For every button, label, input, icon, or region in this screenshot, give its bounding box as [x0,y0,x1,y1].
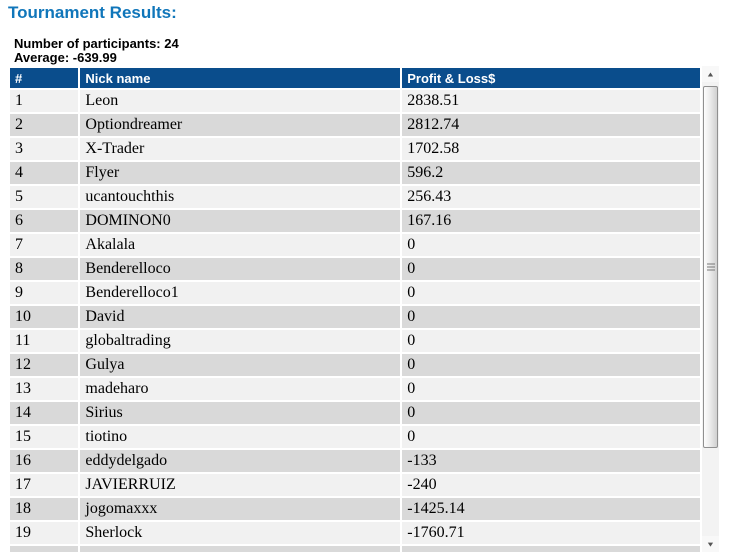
results-table-body: 1 Leon 2838.51 2 Optiondreamer 2812.74 3 X-Trad… [10,90,700,552]
rank-cell: 2 [10,114,79,136]
table-row: 4 Flyer 596.2 [10,162,700,184]
up-arrow-icon: ▲ [706,69,715,78]
rank-cell: 12 [10,354,79,376]
table-row: 14 Sirius 0 [10,402,700,424]
table-row: 16 eddydelgado -133 [10,450,700,472]
average-value: Average: -639.99 [14,50,117,65]
nick-cell: ucantouchthis [80,186,401,208]
col-header-pnl: Profit & Loss$ [402,68,700,88]
table-row: 9 Benderelloco1 0 [10,282,700,304]
table-row: 17 JAVIERRUIZ -240 [10,474,700,496]
pnl-cell: -133 [402,450,700,472]
rank-cell: 18 [10,498,79,520]
col-header-nick: Nick name [80,68,401,88]
nick-cell: David [80,306,401,328]
table-row: 19 Sherlock -1760.71 [10,522,700,544]
table-row: 10 David 0 [10,306,700,328]
nick-cell: Leon [80,90,401,112]
nick-cell: Sirius [80,402,401,424]
scrollbar-gripper-icon [706,262,715,273]
rank-cell: 19 [10,522,79,544]
nick-cell: DOMINON0 [80,210,401,232]
rank-cell: 3 [10,138,79,160]
pnl-cell: 0 [402,426,700,448]
rank-cell: 6 [10,210,79,232]
nick-cell: Benderelloco [80,258,401,280]
nick-cell: Akalala [80,234,401,256]
rank-cell: 14 [10,402,79,424]
rank-cell: 10 [10,306,79,328]
participants-count: Number of participants: 24 [14,36,179,51]
scroll-down-button[interactable]: ▼ [702,536,719,552]
results-table: # Nick name Profit & Loss$ 1 Leon 2838.51 2… [8,66,702,552]
rank-cell: 16 [10,450,79,472]
pnl-cell: 0 [402,330,700,352]
pnl-cell: -1760.71 [402,522,700,544]
nick-cell: JAVIERRUIZ [80,474,401,496]
nick-cell: Optiondreamer [80,114,401,136]
pnl-cell: 256.43 [402,186,700,208]
summary-stats: Number of participants: 24 Average: -639… [14,37,179,65]
pnl-cell: 0 [402,354,700,376]
rank-cell: 4 [10,162,79,184]
rank-cell: 8 [10,258,79,280]
col-header-rank: # [10,68,79,88]
pnl-cell: 1702.58 [402,138,700,160]
rank-cell: 1 [10,90,79,112]
rank-cell: 17 [10,474,79,496]
nick-cell: Sherlock [80,522,401,544]
table-row: 5 ucantouchthis 256.43 [10,186,700,208]
nick-cell: Benderelloco1 [80,282,401,304]
table-row-partial [10,546,700,552]
table-row: 11 globaltrading 0 [10,330,700,352]
pnl-cell: 0 [402,402,700,424]
table-row: 12 Gulya 0 [10,354,700,376]
nick-cell: globaltrading [80,330,401,352]
nick-cell: Gulya [80,354,401,376]
pnl-cell: 0 [402,234,700,256]
pnl-cell: -1425.14 [402,498,700,520]
table-row: 1 Leon 2838.51 [10,90,700,112]
table-row: 15 tiotino 0 [10,426,700,448]
rank-cell: 5 [10,186,79,208]
table-row: 13 madeharo 0 [10,378,700,400]
down-arrow-icon: ▼ [706,539,715,548]
nick-cell: jogomaxxx [80,498,401,520]
pnl-cell: 2838.51 [402,90,700,112]
pnl-cell: 2812.74 [402,114,700,136]
table-row: 7 Akalala 0 [10,234,700,256]
nick-cell: madeharo [80,378,401,400]
pnl-cell: 167.16 [402,210,700,232]
table-row: 3 X-Trader 1702.58 [10,138,700,160]
rank-cell: 11 [10,330,79,352]
nick-cell: eddydelgado [80,450,401,472]
table-row: 2 Optiondreamer 2812.74 [10,114,700,136]
nick-cell: Flyer [80,162,401,184]
nick-cell: X-Trader [80,138,401,160]
pnl-cell: 0 [402,378,700,400]
rank-cell: 15 [10,426,79,448]
table-row: 8 Benderelloco 0 [10,258,700,280]
pnl-cell: 0 [402,258,700,280]
pnl-cell: 0 [402,306,700,328]
rank-cell: 13 [10,378,79,400]
results-table-header: # Nick name Profit & Loss$ [10,68,700,88]
pnl-cell: -240 [402,474,700,496]
nick-cell: tiotino [80,426,401,448]
rank-cell: 9 [10,282,79,304]
scrollbar-thumb[interactable] [703,86,718,448]
pnl-cell: 0 [402,282,700,304]
scroll-up-button[interactable]: ▲ [702,66,719,82]
scrollbar-track[interactable] [702,82,719,536]
page-title: Tournament Results: [8,3,177,22]
vertical-scrollbar[interactable]: ▲ ▼ [702,66,719,552]
rank-cell: 7 [10,234,79,256]
pnl-cell: 596.2 [402,162,700,184]
table-row: 18 jogomaxxx -1425.14 [10,498,700,520]
table-row: 6 DOMINON0 167.16 [10,210,700,232]
